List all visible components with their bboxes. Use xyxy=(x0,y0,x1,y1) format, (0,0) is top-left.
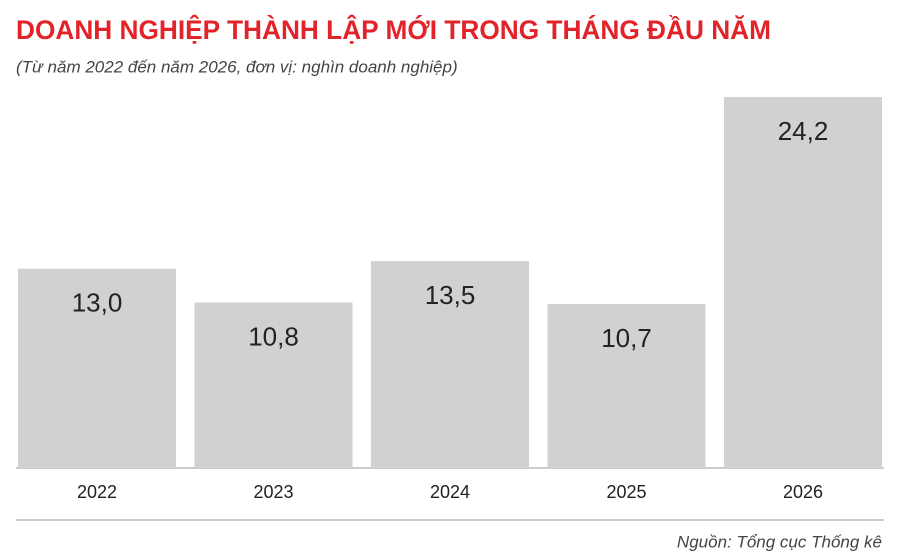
x-tick-label: 2023 xyxy=(253,482,293,502)
x-tick-label: 2024 xyxy=(430,482,470,502)
bar xyxy=(194,302,353,468)
value-label: 13,5 xyxy=(425,280,476,310)
bar xyxy=(724,97,882,468)
bar xyxy=(547,303,706,468)
x-tick-label: 2026 xyxy=(783,482,823,502)
chart-subtitle: (Từ năm 2022 đến năm 2026, đơn vị: nghìn… xyxy=(16,57,458,76)
value-label: 13,0 xyxy=(72,288,123,318)
chart-title: DOANH NGHIỆP THÀNH LẬP MỚI TRONG THÁNG Đ… xyxy=(16,14,771,45)
value-label: 10,7 xyxy=(601,323,652,353)
bar xyxy=(371,261,529,468)
value-label: 24,2 xyxy=(778,116,829,146)
x-tick-label: 2025 xyxy=(606,482,646,502)
x-tick-label: 2022 xyxy=(77,482,117,502)
source-note: Nguồn: Tổng cục Thống kê xyxy=(677,532,882,551)
value-label: 10,8 xyxy=(248,321,299,351)
bar xyxy=(18,268,176,468)
